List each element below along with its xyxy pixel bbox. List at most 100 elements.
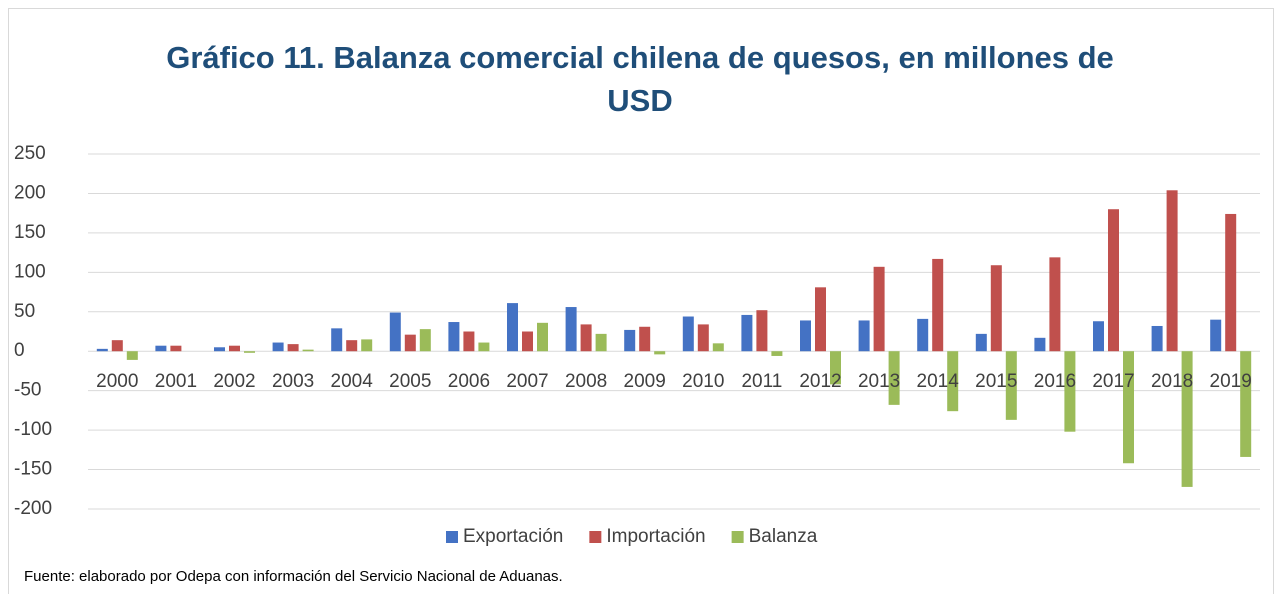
y-tick-label: 200 [14,182,46,203]
x-tick-label: 2007 [506,371,548,392]
x-tick-label: 2014 [917,371,960,392]
bar [1210,319,1222,352]
bar [126,351,138,360]
y-tick-label: 50 [14,301,35,322]
y-tick-label: -200 [14,498,52,519]
x-tick-label: 2009 [624,371,666,392]
bar [1093,321,1104,352]
x-tick-label: 2018 [1151,371,1193,392]
bar [155,345,167,352]
frame [8,8,1274,594]
bar [478,342,490,352]
y-tick-label: -100 [14,419,52,440]
bar [214,347,225,352]
x-tick-label: 2002 [213,371,255,392]
bar [873,266,885,352]
bar [522,331,533,352]
bar [346,340,358,352]
x-tick-label: 2011 [741,371,782,392]
y-tick-label: 150 [14,222,46,243]
bar [1049,257,1061,352]
bar [1151,325,1163,352]
bar [639,326,651,352]
bar [229,345,240,352]
bar [537,322,548,352]
bar [947,351,959,412]
x-tick-label: 2010 [682,371,724,392]
x-tick-label: 2016 [1034,371,1076,392]
bar [463,331,475,352]
chart-title: Gráfico 11. Balanza comercial chilena de… [166,40,1114,118]
bar [1240,351,1252,457]
bar [1123,351,1134,464]
bar [1181,351,1193,487]
x-tick-label: 2000 [96,371,138,392]
bar [858,320,870,352]
bar [1034,337,1046,352]
bar [815,287,826,352]
bar [287,344,299,352]
bar [888,351,900,405]
bar [712,343,724,352]
bar [507,303,518,352]
x-tick-label: 2013 [858,371,900,392]
bar [595,333,607,352]
bar [682,316,694,352]
source-note: Fuente: elaborado por Odepa con informac… [24,568,563,585]
bar [565,307,577,352]
bar [96,348,108,352]
bar [404,334,416,352]
bar [624,329,636,352]
bar [1005,351,1017,420]
bar [1225,213,1237,352]
bar [756,310,768,352]
x-tick-label: 2008 [565,371,607,392]
y-tick-label: 100 [14,261,46,282]
x-tick-label: 2015 [975,371,1017,392]
bar [272,342,284,352]
bar [389,312,401,352]
x-tick-label: 2005 [389,371,431,392]
y-tick-label: 250 [14,143,46,164]
x-tick-label: 2017 [1092,371,1134,392]
bar [1166,190,1178,352]
x-tick-label: 2012 [799,371,841,392]
bar [244,351,255,353]
bar [1064,351,1076,432]
bar [1108,209,1119,352]
legend-label: Importación [606,526,705,547]
bar [111,340,123,352]
y-tick-label: 0 [14,340,25,361]
x-tick-label: 2001 [155,371,197,392]
legend-swatch [446,531,458,543]
bar [448,322,460,352]
bar [975,333,987,352]
bar [419,329,431,352]
y-tick-label: -150 [14,459,52,480]
y-tick-label: -50 [14,380,41,401]
bar [302,349,314,352]
bar [170,345,182,352]
bar [771,351,783,356]
x-tick-label: 2019 [1210,371,1252,392]
bar [830,351,841,385]
bar [654,351,666,355]
x-tick-label: 2006 [448,371,490,392]
bar [331,328,343,352]
bar [580,324,592,352]
legend-swatch [731,531,744,543]
bar [741,314,753,352]
bar [990,265,1002,352]
legend-label: Exportación [463,526,563,547]
bar [932,258,944,352]
x-tick-label: 2004 [331,371,374,392]
bar [800,320,811,352]
legend-swatch [589,531,602,543]
bar [697,324,709,352]
x-tick-label: 2003 [272,371,314,392]
bar [917,318,929,352]
legend-label: Balanza [749,526,818,547]
bar [361,339,373,352]
